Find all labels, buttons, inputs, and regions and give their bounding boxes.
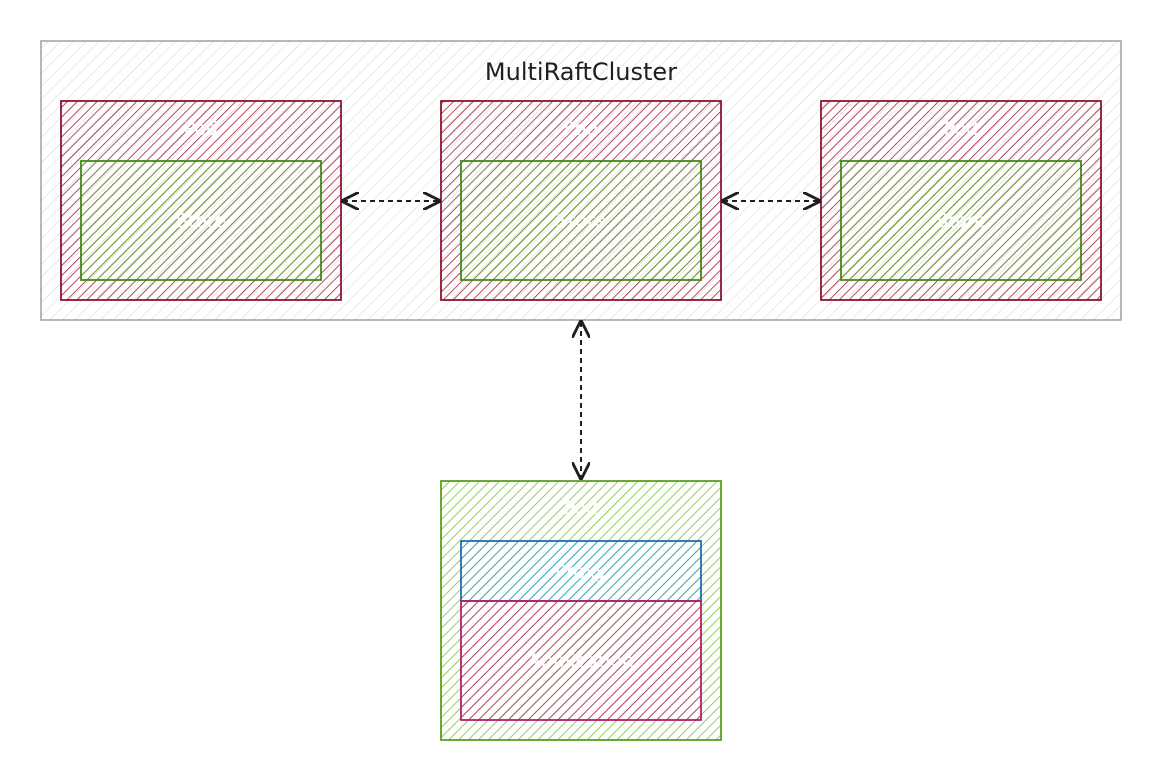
client-pod: Pod Proxy Application	[440, 480, 722, 741]
store-box: Store	[840, 160, 1082, 281]
proxy-label: Proxy	[555, 561, 607, 583]
proxy-box: Proxy	[460, 540, 702, 602]
client-pod-label: Pod	[564, 497, 598, 519]
pod-label: Pod	[564, 118, 598, 140]
pod-node-2: Pod Store	[440, 100, 722, 301]
pod-node-3: Pod Store	[820, 100, 1102, 301]
cluster-title: MultiRaftCluster	[485, 58, 677, 86]
store-box: Store	[460, 160, 702, 281]
store-label: Store	[176, 210, 226, 232]
pod-label: Pod	[944, 118, 978, 140]
store-label: Store	[936, 210, 986, 232]
pod-node-1: Pod Store	[60, 100, 342, 301]
application-box: Application	[460, 600, 702, 721]
store-box: Store	[80, 160, 322, 281]
application-label: Application	[528, 650, 634, 672]
store-label: Store	[556, 210, 606, 232]
pod-label: Pod	[184, 118, 218, 140]
